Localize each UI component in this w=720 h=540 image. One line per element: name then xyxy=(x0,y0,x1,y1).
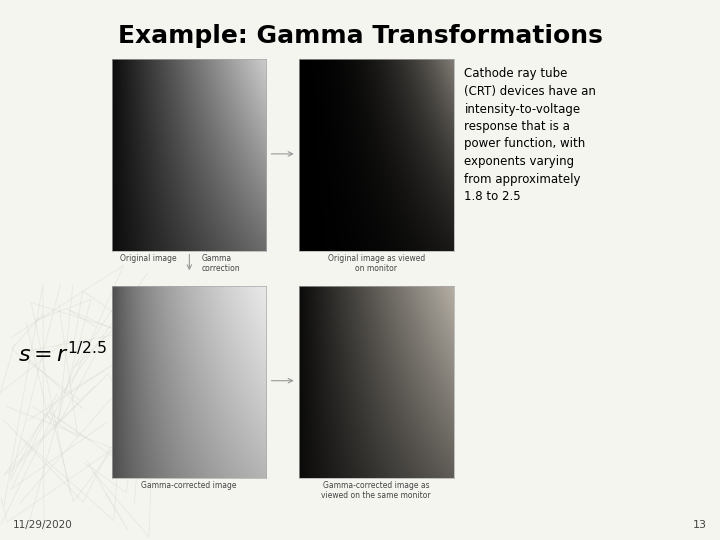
Text: Cathode ray tube
(CRT) devices have an
intensity-to-voltage
response that is a
p: Cathode ray tube (CRT) devices have an i… xyxy=(464,68,596,203)
Text: 13: 13 xyxy=(693,520,707,530)
Text: Gamma-corrected image as
viewed on the same monitor: Gamma-corrected image as viewed on the s… xyxy=(321,481,431,500)
Text: Original image: Original image xyxy=(120,254,176,263)
Text: Original image as viewed
on monitor: Original image as viewed on monitor xyxy=(328,254,425,273)
Text: Example: Gamma Transformations: Example: Gamma Transformations xyxy=(117,24,603,48)
Text: Gamma-corrected image: Gamma-corrected image xyxy=(141,481,237,490)
Text: $s = r^{1/2.5}$: $s = r^{1/2.5}$ xyxy=(18,341,107,366)
Text: Gamma
correction: Gamma correction xyxy=(202,254,240,273)
Text: 11/29/2020: 11/29/2020 xyxy=(13,520,73,530)
